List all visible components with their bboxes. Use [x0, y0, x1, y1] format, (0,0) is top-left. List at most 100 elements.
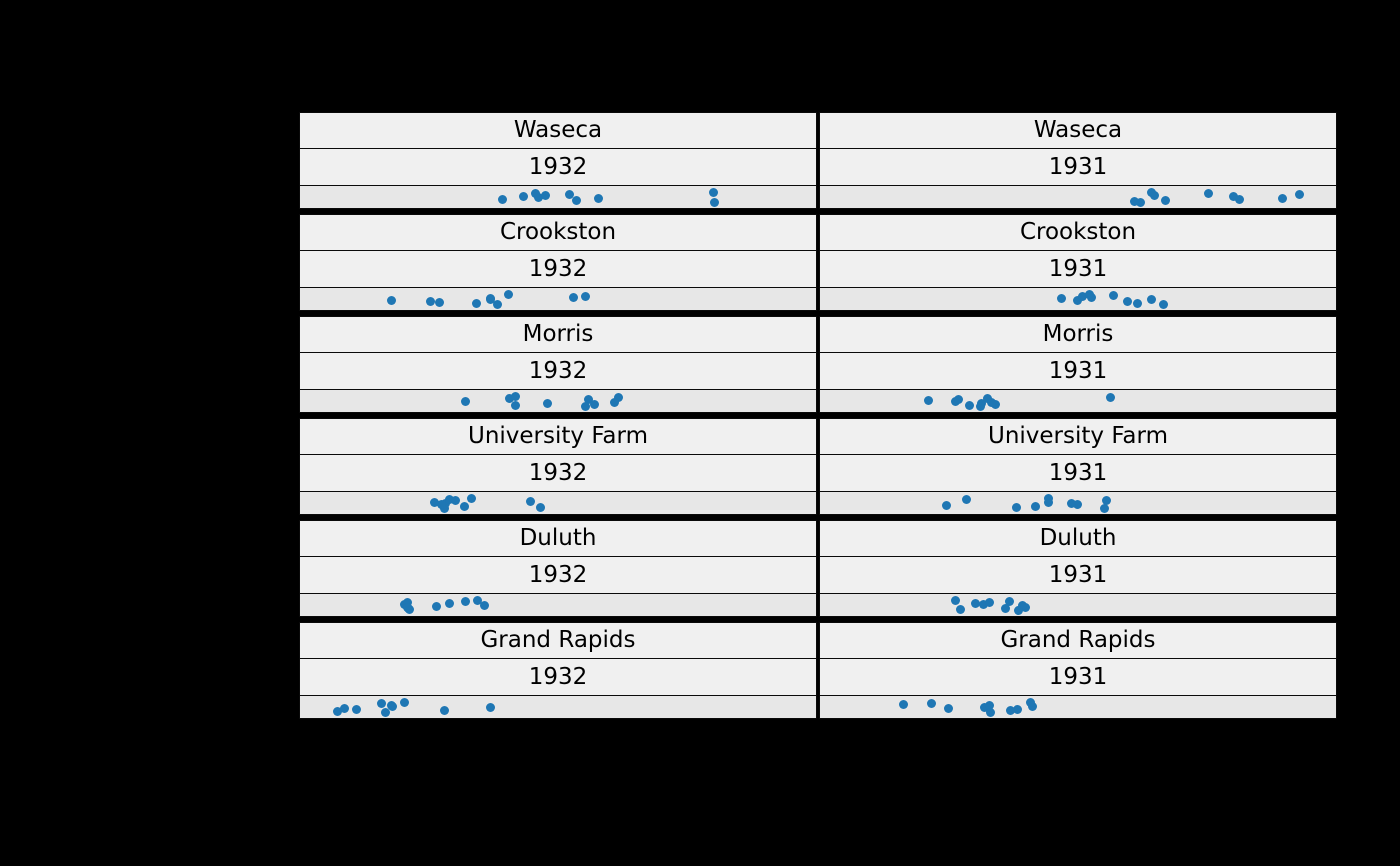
facet-panel: [819, 288, 1337, 311]
data-point: [1026, 698, 1036, 707]
data-point: [1295, 190, 1305, 199]
data-point: [710, 198, 719, 207]
data-point: [380, 708, 390, 717]
data-point: [1278, 194, 1288, 203]
data-point: [971, 599, 981, 608]
data-point: [613, 393, 623, 402]
data-point: [429, 498, 439, 507]
data-point: [1132, 299, 1142, 308]
facet-site-label: Crookston: [299, 214, 817, 251]
data-point: [1136, 198, 1146, 207]
facet-panel: [819, 492, 1337, 515]
data-point: [1067, 499, 1077, 508]
data-point: [1011, 503, 1021, 512]
data-point: [436, 500, 446, 509]
facet-panel: [819, 186, 1337, 209]
data-point: [386, 296, 396, 305]
facet-site-label: Crookston: [819, 214, 1337, 251]
data-point: [1147, 295, 1157, 304]
data-point: [1101, 496, 1111, 505]
data-point: [467, 494, 477, 503]
data-point: [1044, 494, 1054, 503]
data-point: [472, 596, 482, 605]
data-point: [593, 194, 603, 203]
data-point: [459, 502, 469, 511]
data-point: [572, 196, 582, 205]
data-point: [941, 501, 951, 510]
facet-year-label: 1932: [299, 251, 817, 288]
data-point: [568, 293, 578, 302]
data-point: [479, 601, 489, 610]
data-point: [340, 704, 350, 713]
data-point: [1014, 606, 1024, 615]
facet-year-label: 1931: [819, 149, 1337, 186]
data-point: [1072, 296, 1082, 305]
data-point: [451, 496, 461, 505]
data-point: [531, 189, 541, 198]
data-point: [1057, 294, 1067, 303]
facet: Grand Rapids 1932: [299, 622, 817, 719]
data-point: [983, 394, 993, 403]
data-point: [984, 598, 994, 607]
data-point: [581, 292, 590, 301]
facet-panel: [819, 594, 1337, 617]
facet-site-label: Waseca: [819, 112, 1337, 149]
facet: Waseca 1931: [819, 112, 1337, 209]
data-point: [978, 600, 988, 609]
data-point: [961, 495, 971, 504]
data-point: [461, 397, 471, 406]
data-point: [1130, 197, 1140, 206]
data-point: [519, 192, 529, 201]
data-point: [536, 503, 546, 512]
facet-panel: [819, 696, 1337, 719]
data-point: [610, 398, 620, 407]
facet: Waseca 1932: [299, 112, 817, 209]
data-point: [986, 398, 996, 407]
data-point: [445, 495, 455, 504]
facet: University Farm 1931: [819, 418, 1337, 515]
data-point: [1108, 291, 1118, 300]
data-point: [1087, 293, 1097, 302]
data-point: [1013, 705, 1023, 714]
data-point: [1072, 500, 1082, 509]
data-point: [1018, 601, 1028, 610]
facet-site-label: Morris: [819, 316, 1337, 353]
facet-year-label: 1931: [819, 557, 1337, 594]
facet-year-label: 1931: [819, 455, 1337, 492]
facet-panel: [299, 492, 817, 515]
data-point: [583, 395, 593, 404]
facet-site-label: Grand Rapids: [299, 622, 817, 659]
data-point: [1235, 195, 1245, 204]
facet-year-label: 1932: [299, 353, 817, 390]
facet-site-label: University Farm: [299, 418, 817, 455]
data-point: [984, 701, 994, 710]
facet: Crookston 1931: [819, 214, 1337, 311]
data-point: [1147, 188, 1157, 197]
data-point: [461, 597, 471, 606]
facet: Grand Rapids 1931: [819, 622, 1337, 719]
data-point: [471, 299, 481, 308]
facet: Morris 1931: [819, 316, 1337, 413]
data-point: [979, 703, 989, 712]
data-point: [333, 707, 343, 716]
data-point: [985, 708, 995, 717]
data-point: [387, 702, 397, 711]
facet-grid: Waseca 1932 Waseca 1931 Crookston 1932 C…: [299, 112, 1337, 719]
facet: Duluth 1931: [819, 520, 1337, 617]
data-point: [564, 190, 574, 199]
facet-site-label: Morris: [299, 316, 817, 353]
facet-site-label: Grand Rapids: [819, 622, 1337, 659]
facet-panel: [299, 696, 817, 719]
data-point: [377, 699, 387, 708]
data-point: [497, 195, 507, 204]
data-point: [953, 395, 963, 404]
facet-panel: [299, 594, 817, 617]
data-point: [445, 599, 455, 608]
data-point: [439, 706, 449, 715]
facet-year-label: 1931: [819, 353, 1337, 390]
facet: Duluth 1932: [299, 520, 817, 617]
facet-panel: [299, 390, 817, 413]
facet-year-label: 1931: [819, 659, 1337, 696]
data-point: [525, 497, 535, 506]
data-point: [927, 699, 937, 708]
